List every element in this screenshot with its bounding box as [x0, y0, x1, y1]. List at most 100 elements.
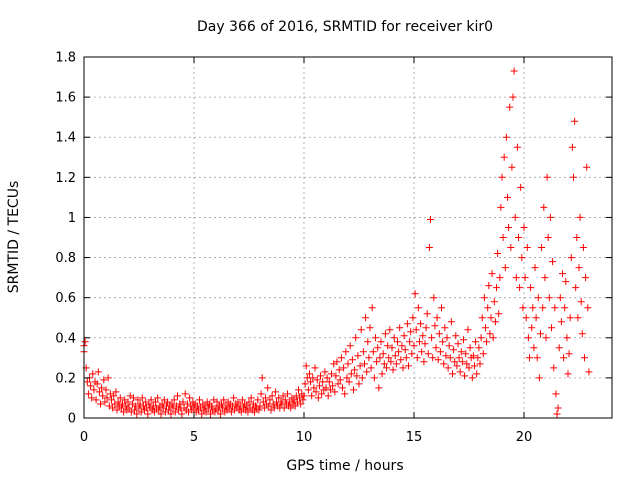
data-point	[319, 378, 327, 386]
data-point	[318, 390, 326, 398]
data-point	[359, 348, 367, 356]
data-point	[490, 298, 498, 306]
data-point	[542, 334, 550, 342]
data-point	[308, 392, 316, 400]
data-point	[381, 330, 389, 338]
data-point	[325, 378, 333, 386]
data-point	[466, 344, 474, 352]
data-point	[568, 143, 576, 151]
data-point	[440, 360, 448, 368]
data-point	[361, 360, 368, 368]
data-point	[218, 400, 225, 408]
data-point	[551, 304, 559, 312]
data-point	[554, 404, 562, 412]
data-point	[563, 334, 571, 342]
data-point	[234, 398, 242, 406]
data-point	[552, 390, 560, 398]
data-point	[419, 332, 427, 340]
data-point	[326, 386, 334, 394]
data-point	[268, 392, 276, 400]
tick-labels: 0 0.2 0.4 0.6 0.8 1 1.2 1.4 1.6 1.8 0 5 10 15 20	[55, 51, 532, 446]
data-point	[264, 384, 272, 392]
data-point	[353, 372, 361, 380]
data-point	[487, 314, 495, 322]
data-point	[376, 354, 384, 362]
data-point	[449, 370, 456, 378]
data-point	[460, 336, 467, 344]
data-point	[313, 376, 321, 384]
data-point	[545, 294, 553, 302]
data-point	[499, 234, 507, 241]
data-point	[461, 372, 469, 380]
data-point	[527, 284, 535, 292]
data-point	[411, 290, 419, 298]
data-point	[535, 374, 543, 382]
data-point	[447, 318, 455, 326]
data-point	[500, 153, 508, 161]
data-point	[83, 378, 91, 386]
data-point	[522, 314, 530, 322]
data-point	[87, 382, 95, 390]
data-point	[365, 354, 373, 362]
data-point	[560, 354, 568, 362]
data-point	[158, 400, 166, 408]
data-point	[374, 344, 382, 352]
data-point	[488, 270, 496, 278]
data-point	[519, 304, 527, 312]
data-point	[300, 392, 308, 400]
data-point	[546, 213, 554, 221]
data-point	[378, 370, 386, 378]
data-point	[116, 394, 124, 402]
data-point	[553, 410, 561, 418]
data-point	[469, 352, 477, 360]
data-point	[97, 400, 104, 408]
data-point	[504, 193, 511, 201]
data-point	[561, 304, 569, 312]
data-point	[377, 338, 385, 346]
data-point	[401, 346, 409, 354]
data-point	[463, 360, 471, 368]
data-point	[265, 402, 273, 410]
data-point	[348, 356, 356, 364]
y-tick-label: 1.8	[55, 51, 76, 66]
data-point	[475, 344, 483, 352]
data-point	[409, 314, 417, 322]
data-point	[425, 244, 433, 251]
data-point	[101, 398, 109, 406]
data-point	[109, 404, 117, 412]
data-point	[430, 294, 438, 302]
data-point	[363, 368, 371, 376]
data-point	[322, 384, 330, 392]
data-point	[138, 394, 146, 402]
data-point	[220, 396, 228, 404]
data-point	[399, 364, 407, 372]
data-point	[254, 396, 262, 404]
data-point	[489, 334, 497, 342]
data-point	[216, 410, 224, 418]
data-point	[346, 342, 354, 350]
data-point	[170, 396, 178, 404]
x-tick-label: 0	[80, 430, 88, 445]
data-point	[465, 364, 473, 372]
data-point	[355, 380, 363, 388]
data-point	[507, 244, 515, 251]
data-point	[342, 348, 350, 356]
data-point	[511, 213, 519, 221]
data-point	[108, 396, 115, 404]
data-point	[573, 234, 581, 241]
data-point	[256, 402, 264, 410]
data-point	[501, 264, 509, 272]
data-point	[532, 314, 540, 322]
data-point	[418, 348, 426, 356]
data-point	[577, 298, 585, 306]
data-point	[496, 274, 504, 282]
data-point	[541, 274, 549, 282]
data-point	[471, 362, 478, 370]
data-point	[181, 390, 189, 398]
data-point	[484, 304, 492, 312]
data-point	[443, 334, 451, 342]
data-point	[428, 334, 436, 342]
data-point	[110, 392, 118, 400]
data-point	[323, 374, 331, 382]
data-point	[509, 93, 517, 101]
